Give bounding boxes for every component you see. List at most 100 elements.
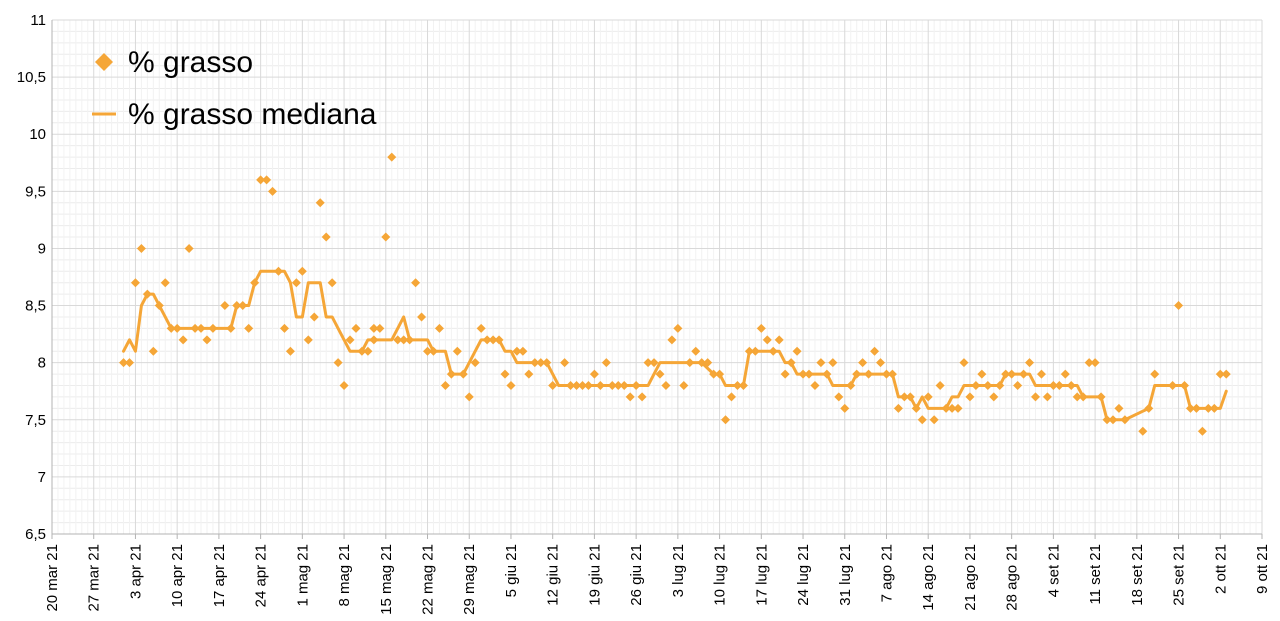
data-point — [691, 346, 701, 356]
data-point — [1090, 358, 1100, 368]
data-point — [959, 358, 969, 368]
series-points — [119, 152, 1231, 436]
data-point — [417, 312, 427, 322]
legend-marker-diamond — [95, 53, 113, 71]
data-point — [1030, 392, 1040, 402]
data-point — [464, 392, 474, 402]
data-point — [262, 175, 272, 185]
data-point — [846, 381, 856, 391]
data-point — [971, 381, 981, 391]
data-point — [524, 369, 534, 379]
data-point — [613, 381, 623, 391]
data-point — [518, 346, 528, 356]
data-point — [899, 392, 909, 402]
data-point — [744, 346, 754, 356]
data-point — [1114, 403, 1124, 413]
data-point — [1048, 381, 1058, 391]
x-tick-label: 26 giu 21 — [628, 544, 645, 606]
data-point — [834, 392, 844, 402]
data-point — [911, 403, 921, 413]
data-point — [178, 335, 188, 345]
data-point — [1144, 403, 1154, 413]
data-point — [870, 346, 880, 356]
data-point — [1078, 392, 1088, 402]
data-point — [774, 335, 784, 345]
data-point — [655, 369, 665, 379]
data-point — [172, 323, 182, 333]
x-tick-label: 11 set 21 — [1087, 544, 1104, 605]
data-point — [345, 335, 355, 345]
data-point — [148, 346, 158, 356]
data-point — [566, 381, 576, 391]
data-point — [1042, 392, 1052, 402]
data-point — [631, 381, 641, 391]
data-point — [1185, 403, 1195, 413]
y-tick-label: 10 — [29, 126, 46, 143]
data-point — [500, 369, 510, 379]
data-point — [536, 358, 546, 368]
data-point — [428, 346, 438, 356]
data-point — [1138, 426, 1148, 436]
data-point — [840, 403, 850, 413]
data-point — [828, 358, 838, 368]
data-point — [202, 335, 212, 345]
data-point — [333, 358, 343, 368]
data-point — [226, 323, 236, 333]
data-point — [905, 392, 915, 402]
y-tick-label: 9,5 — [25, 183, 46, 200]
data-point — [327, 278, 337, 288]
data-point — [858, 358, 868, 368]
data-point — [1108, 415, 1118, 425]
grid-minor — [52, 20, 1262, 534]
data-point — [1120, 415, 1130, 425]
data-point — [488, 335, 498, 345]
y-axis-tick-labels: 6,5 7 7,5 8 8,5 9 9,5 10 10,5 11 — [17, 12, 46, 543]
data-point — [804, 369, 814, 379]
x-tick-label: 5 giu 21 — [503, 544, 520, 597]
data-point — [1174, 301, 1184, 311]
data-point — [1209, 403, 1219, 413]
x-tick-label: 22 mag 21 — [420, 544, 437, 615]
data-point — [411, 278, 421, 288]
data-point — [649, 358, 659, 368]
data-point — [238, 301, 248, 311]
data-point — [530, 358, 540, 368]
x-tick-label: 15 mag 21 — [378, 544, 395, 615]
y-tick-label: 6,5 — [25, 526, 46, 543]
data-point — [965, 392, 975, 402]
data-point — [715, 369, 725, 379]
data-point — [1084, 358, 1094, 368]
data-point — [637, 392, 647, 402]
data-point — [369, 335, 379, 345]
y-tick-label: 10,5 — [17, 69, 46, 86]
data-point — [446, 369, 456, 379]
y-tick-label: 8 — [38, 355, 46, 372]
data-point — [220, 301, 230, 311]
data-point — [160, 278, 170, 288]
x-tick-label: 7 ago 21 — [878, 544, 895, 602]
data-point — [142, 289, 152, 299]
x-tick-label: 9 ott 21 — [1254, 544, 1271, 594]
data-point — [732, 381, 742, 391]
data-point — [405, 335, 415, 345]
y-tick-label: 7,5 — [25, 412, 46, 429]
data-point — [1197, 426, 1207, 436]
data-point — [560, 358, 570, 368]
data-point — [673, 323, 683, 333]
data-point — [786, 358, 796, 368]
data-point — [476, 323, 486, 333]
data-point — [232, 301, 242, 311]
data-point — [1066, 381, 1076, 391]
data-point — [494, 335, 504, 345]
data-point — [935, 381, 945, 391]
data-point — [470, 358, 480, 368]
data-point — [399, 335, 409, 345]
data-point — [977, 369, 987, 379]
data-point — [762, 335, 772, 345]
data-point — [423, 346, 433, 356]
data-point — [601, 358, 611, 368]
data-point — [309, 312, 319, 322]
data-point — [1215, 369, 1225, 379]
data-point — [268, 186, 278, 196]
data-point — [792, 346, 802, 356]
